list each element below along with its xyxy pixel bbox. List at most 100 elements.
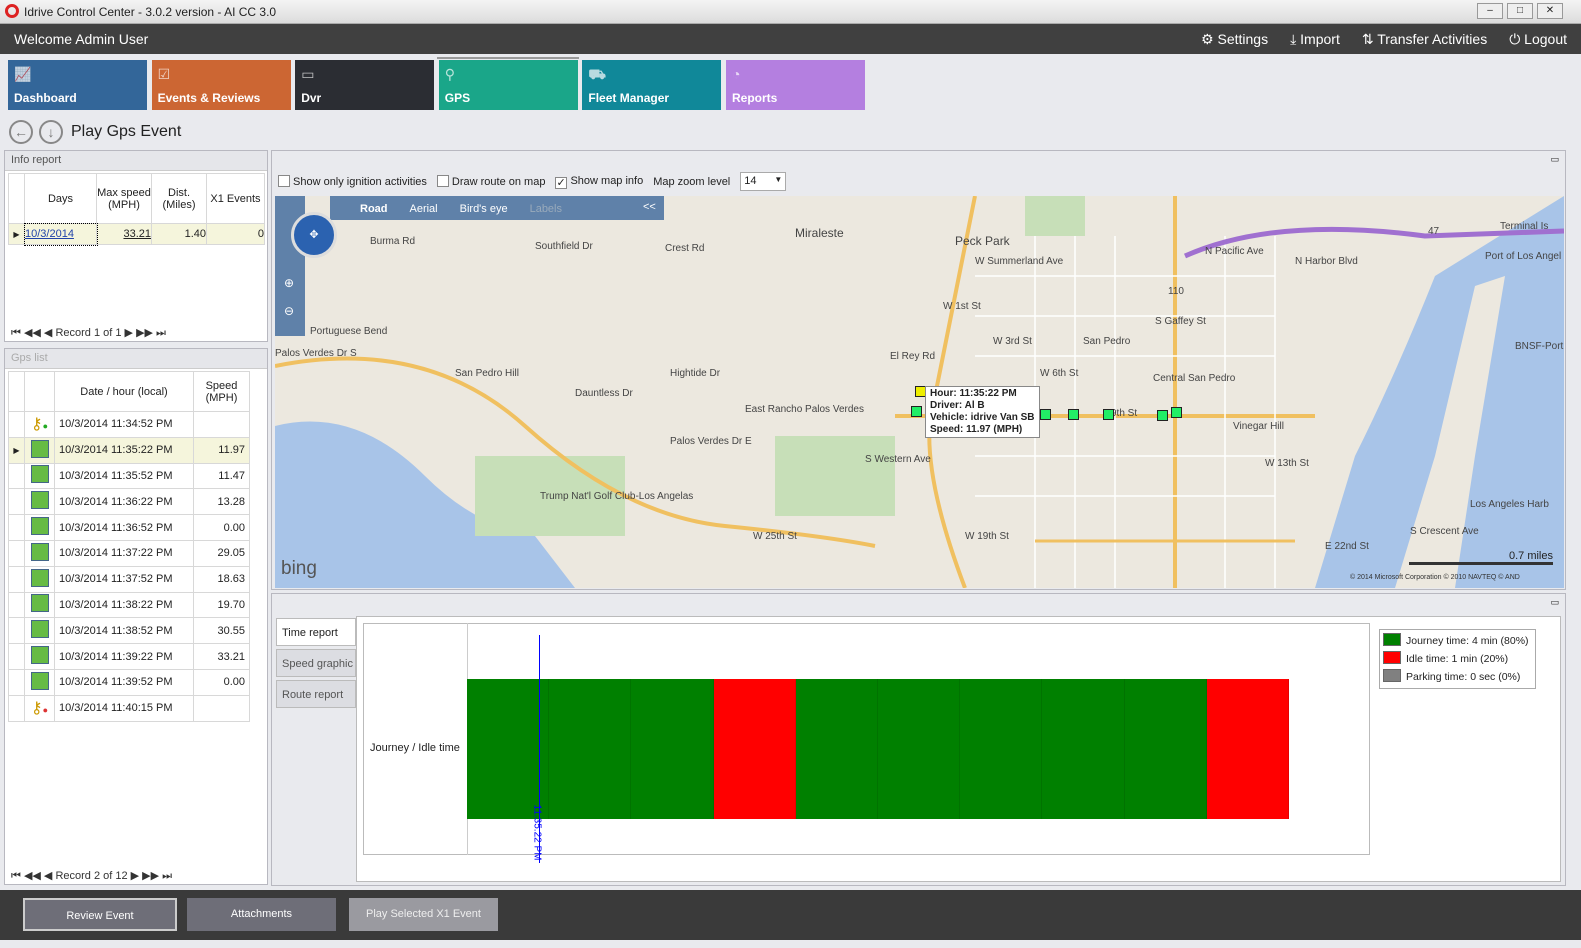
map-label: W 6th St — [1040, 368, 1079, 379]
map-label: Los Angeles Harb — [1470, 499, 1549, 510]
map-label: Burma Rd — [370, 236, 416, 247]
legend-label: Parking time: 0 sec (0%) — [1406, 671, 1521, 683]
gps-time: 10/3/2014 11:35:52 PM — [54, 462, 194, 490]
app-logo-icon — [5, 4, 19, 18]
max-speed-cell: 33.21 — [96, 223, 152, 245]
table-row[interactable]: 10/3/2014 11:36:22 PM 13.28 — [8, 488, 250, 516]
map-label: W 13th St — [1265, 458, 1309, 469]
ignition-only-checkbox[interactable]: Show only ignition activities — [278, 175, 427, 188]
table-row[interactable]: 10/3/2014 11:37:22 PM 29.05 — [8, 539, 250, 567]
map-gps-marker[interactable] — [911, 406, 922, 417]
timeline-cursor[interactable] — [539, 635, 541, 863]
review-event-button[interactable]: Review Event — [23, 898, 177, 931]
page-title: Play Gps Event — [71, 123, 182, 140]
back-button[interactable]: ← — [9, 120, 33, 144]
map-gps-marker[interactable] — [1171, 407, 1182, 418]
gps-speed — [193, 411, 250, 438]
logout-button[interactable]: ⏻ Logout — [1509, 31, 1567, 48]
import-button[interactable]: ⤓ Import — [1290, 31, 1340, 48]
down-button[interactable]: ↓ — [39, 120, 63, 144]
col-x1-events[interactable]: X1 Events — [206, 173, 265, 224]
gps-time: 10/3/2014 11:37:22 PM — [54, 539, 194, 567]
map-pan-control[interactable]: ✥ — [291, 212, 337, 258]
tab-speed-graphic[interactable]: Speed graphic — [276, 649, 356, 677]
gps-speed: 29.05 — [193, 539, 250, 567]
tile-events-reviews[interactable]: ☑ Events & Reviews — [151, 60, 291, 110]
map-gps-marker[interactable] — [1103, 409, 1114, 420]
map-label: W 19th St — [965, 531, 1009, 542]
draw-route-checkbox[interactable]: Draw route on map — [436, 175, 545, 188]
table-row[interactable]: 10/3/2014 11:39:52 PM 0.00 — [8, 668, 250, 696]
tooltip-driver: Driver: Al B — [930, 400, 985, 411]
gps-speed: 0.00 — [193, 514, 250, 541]
gps-list-title: Gps list — [5, 349, 267, 369]
table-row[interactable]: ⚷● 10/3/2014 11:40:15 PM — [8, 694, 250, 722]
tile-reports[interactable]: ◔ Reports — [726, 60, 865, 110]
map-mode-road[interactable]: Road — [360, 203, 388, 215]
gps-time: 10/3/2014 11:35:22 PM — [54, 436, 194, 464]
timeline-segment-journey — [878, 679, 961, 819]
timeline-segment-journey — [631, 679, 714, 819]
maximize-button[interactable]: □ — [1507, 3, 1533, 19]
panel-maximize-icon[interactable]: ▭ — [1550, 154, 1559, 164]
table-row[interactable]: 10/3/2014 11:36:52 PM 0.00 — [8, 514, 250, 541]
gps-speed: 18.63 — [193, 565, 250, 593]
tile-gps[interactable]: ⚲ GPS — [438, 60, 578, 110]
tile-label: Fleet Manager — [588, 91, 670, 105]
gps-speed: 13.28 — [193, 488, 250, 516]
table-row[interactable]: 10/3/2014 11:35:52 PM 11.47 — [8, 462, 250, 490]
map-label: W 1st St — [943, 301, 981, 312]
col-days[interactable]: Days — [24, 173, 97, 224]
gps-time: 10/3/2014 11:38:22 PM — [54, 591, 194, 619]
timeline-segment-journey — [960, 679, 1043, 819]
zoom-out-button[interactable]: ⊖ — [284, 304, 295, 318]
col-dist[interactable]: Dist. (Miles) — [151, 173, 207, 224]
table-row[interactable]: 10/3/2014 11:38:22 PM 19.70 — [8, 591, 250, 619]
map-gps-marker[interactable] — [1040, 409, 1051, 420]
transfer-activities-button[interactable]: ⇅ Transfer Activities — [1362, 31, 1487, 48]
map-mode-aerial[interactable]: Aerial — [409, 203, 438, 215]
gps-record-navigator[interactable]: ⏮ ◀◀ ◀ Record 2 of 12 ▶ ▶▶ ⏭ — [11, 870, 173, 882]
show-map-info-label: Show map info — [570, 174, 644, 187]
map-point-icon — [24, 591, 55, 619]
settings-button[interactable]: ⚙ Settings — [1201, 31, 1268, 48]
panel-maximize-icon[interactable]: ▭ — [1550, 597, 1559, 607]
tile-dashboard[interactable]: 📈 Dashboard — [8, 60, 147, 110]
attachments-button[interactable]: Attachments — [187, 898, 336, 931]
map-gps-marker[interactable] — [1157, 410, 1168, 421]
col-max-speed[interactable]: Max speed (MPH) — [96, 173, 152, 224]
map-label: Palos Verdes Dr S — [275, 348, 357, 359]
zoom-level-select[interactable]: 14 ▼ — [740, 172, 787, 191]
close-button[interactable]: ✕ — [1537, 3, 1563, 19]
settings-label: Settings — [1217, 31, 1269, 47]
map-mode-labels[interactable]: Labels — [529, 203, 562, 215]
collapse-button[interactable]: << — [643, 201, 656, 213]
table-row[interactable]: ▶ 10/3/2014 11:35:22 PM 11.97 — [8, 436, 250, 464]
tile-fleet-manager[interactable]: ⛟ Fleet Manager — [582, 60, 722, 110]
legend-item-journey: Journey time: 4 min (80%) — [1383, 632, 1529, 650]
col-speed[interactable]: Speed (MPH) — [193, 371, 250, 412]
table-row[interactable]: 10/3/2014 11:38:52 PM 30.55 — [8, 617, 250, 645]
table-row[interactable]: ▶ 10/3/2014 33.21 1.40 0 — [8, 222, 265, 246]
col-date-hour[interactable]: Date / hour (local) — [54, 371, 194, 412]
timeline-segment-journey — [1042, 679, 1125, 819]
map-label: Southfield Dr — [535, 241, 593, 252]
map-gps-marker[interactable] — [1068, 409, 1079, 420]
map-view[interactable]: Miraleste Peck Park W Summerland Ave Crest … — [275, 196, 1564, 588]
minimize-button[interactable]: – — [1477, 3, 1503, 19]
import-label: Import — [1300, 31, 1340, 47]
tile-dvr[interactable]: ▭ Dvr — [295, 60, 435, 110]
zoom-in-button[interactable]: ⊕ — [284, 276, 295, 290]
show-map-info-checkbox[interactable]: ✓ Show map info — [555, 175, 643, 189]
table-row[interactable]: 10/3/2014 11:37:52 PM 18.63 — [8, 565, 250, 593]
play-x1-event-button[interactable]: Play Selected X1 Event — [349, 898, 498, 931]
map-mode-bird-s-eye[interactable]: Bird's eye — [459, 203, 508, 215]
day-link[interactable]: 10/3/2014 — [23, 222, 98, 246]
table-row[interactable]: ⚷● 10/3/2014 11:34:52 PM — [8, 411, 250, 438]
record-count: Record 1 of 1 — [55, 327, 122, 339]
legend-swatch — [1383, 669, 1401, 682]
tab-route-report[interactable]: Route report — [276, 680, 356, 708]
tab-time-report[interactable]: Time report — [276, 618, 356, 646]
info-record-navigator[interactable]: ⏮ ◀◀ ◀ Record 1 of 1 ▶ ▶▶ ⏭ — [11, 327, 166, 339]
table-row[interactable]: 10/3/2014 11:39:22 PM 33.21 — [8, 643, 250, 670]
